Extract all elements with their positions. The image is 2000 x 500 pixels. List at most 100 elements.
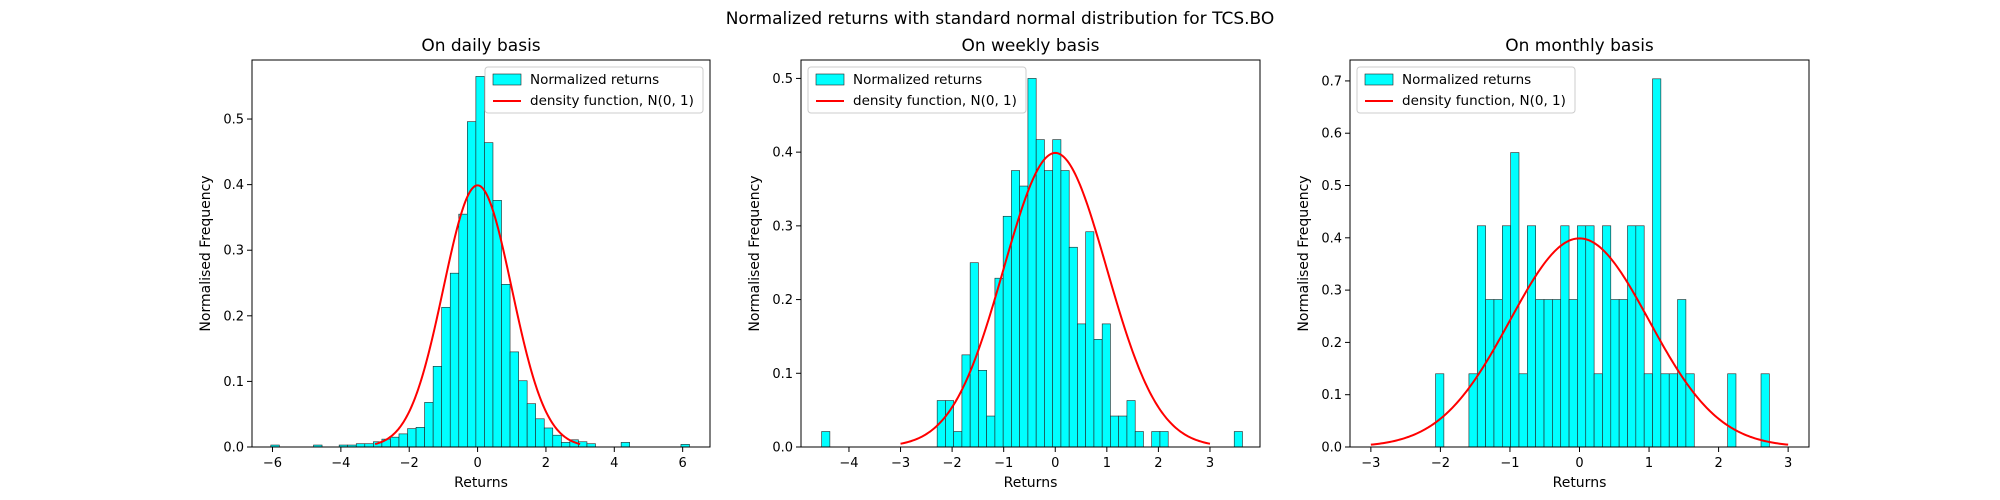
- histogram-bar: [526, 403, 536, 448]
- histogram-bar: [1643, 373, 1653, 448]
- legend: Normalized returns density function, N(0,…: [1356, 66, 1576, 114]
- histogram-bar: [407, 428, 417, 448]
- y-tick-label: 0.2: [1321, 336, 1342, 351]
- y-axis-label: Normalised Frequency: [747, 175, 763, 331]
- histogram-bar: [518, 380, 528, 448]
- histogram-bar: [1035, 139, 1045, 448]
- y-tick-label: 0.5: [223, 113, 244, 128]
- histogram-bar: [1635, 225, 1645, 448]
- legend-swatch-histogram: [815, 73, 845, 86]
- histogram-bar: [1652, 78, 1662, 448]
- histogram-bar: [1668, 373, 1678, 448]
- histogram-bar: [1552, 299, 1562, 448]
- histogram-bar: [543, 427, 554, 448]
- y-tick-label: 0.1: [772, 367, 793, 382]
- y-tick-label: 0.3: [223, 244, 244, 259]
- histogram-bar: [1485, 299, 1495, 448]
- histogram-bar: [1159, 431, 1169, 448]
- histogram-bar: [1435, 373, 1445, 448]
- histogram-bar: [501, 284, 511, 448]
- histogram-bar: [1585, 225, 1595, 448]
- chart-panel-weekly: −4 −3 −2 −1 0 1 2 3 0.0 0.1 0.2 0.3 0.4 0.5 On weekly …: [747, 36, 1261, 491]
- histogram-bar: [432, 366, 442, 448]
- histogram-bar: [449, 272, 460, 448]
- axes-frame: [800, 59, 1261, 448]
- x-tick-label: −3: [891, 456, 910, 471]
- histogram-bar: [1535, 299, 1545, 448]
- histogram-bar: [1233, 431, 1243, 448]
- legend-label-density: density function, N(0, 1): [530, 93, 694, 109]
- legend-label-histogram: Normalized returns: [530, 72, 659, 88]
- histogram-bar: [1527, 225, 1536, 448]
- histogram-bar: [1060, 170, 1070, 448]
- x-axis-label: Returns: [1004, 475, 1058, 491]
- x-tick-label: 0: [473, 456, 481, 471]
- chart-title: On weekly basis: [961, 36, 1099, 56]
- legend-label-density: density function, N(0, 1): [853, 93, 1017, 109]
- histogram-bar: [1052, 139, 1062, 448]
- histogram-bar: [1510, 152, 1520, 448]
- histogram-bar: [1044, 170, 1053, 448]
- y-tick-label: 0.4: [223, 178, 244, 193]
- legend-label-density: density function, N(0, 1): [1402, 93, 1566, 109]
- legend: Normalized returns density function, N(0,…: [484, 66, 704, 114]
- histogram-bar: [1134, 431, 1144, 448]
- histogram-bar: [467, 121, 477, 448]
- density-curve: [374, 184, 581, 446]
- histogram-bar: [1568, 299, 1578, 448]
- histogram-bar: [1660, 373, 1670, 448]
- chart-panel-monthly: −3 −2 −1 0 1 2 3 0.0 0.1 0.2 0.3 0.4 0.5 0.6 0.7 On mon…: [1296, 36, 1810, 491]
- y-tick-label: 0.2: [223, 309, 244, 324]
- histogram-bar: [1543, 299, 1553, 448]
- histogram-bar: [475, 76, 485, 448]
- y-tick-label: 0.7: [1321, 74, 1342, 89]
- x-tick-label: 1: [1645, 456, 1653, 471]
- x-axis-label: Returns: [454, 475, 508, 491]
- histogram-bar: [1068, 246, 1078, 448]
- histogram-bar: [1151, 431, 1161, 448]
- x-tick-label: −3: [1361, 456, 1380, 471]
- x-tick-label: 0: [1051, 456, 1059, 471]
- histogram-bar: [1577, 225, 1587, 448]
- histogram-bar: [1602, 225, 1612, 448]
- histogram-bar: [1101, 323, 1111, 448]
- histogram-bar: [1502, 225, 1511, 448]
- density-curve: [900, 151, 1211, 445]
- y-tick-label: 0.3: [772, 219, 793, 234]
- histogram-bar: [1019, 185, 1029, 448]
- histogram-bar: [398, 433, 408, 448]
- histogram-bar: [1077, 323, 1086, 448]
- histogram-bar: [561, 442, 571, 448]
- histogram-bar: [424, 402, 434, 448]
- histogram-bar: [1110, 415, 1119, 448]
- legend-box: [484, 66, 704, 114]
- x-tick-label: −4: [331, 456, 350, 471]
- y-tick-label: 0.3: [1321, 284, 1342, 299]
- histogram-bar: [458, 213, 468, 448]
- x-tick-label: 1: [1103, 456, 1111, 471]
- y-tick-label: 0.0: [772, 441, 793, 456]
- y-axis-label: Normalised Frequency: [1296, 175, 1312, 331]
- x-tick-label: 6: [679, 456, 687, 471]
- y-tick-label: 0.4: [1321, 231, 1342, 246]
- histogram-bar: [1093, 339, 1103, 448]
- histogram-bar: [1002, 215, 1012, 448]
- x-tick-label: −1: [1500, 456, 1519, 471]
- chart-title: On daily basis: [421, 36, 540, 56]
- x-tick-label: 2: [1714, 456, 1722, 471]
- histogram-bar: [1618, 299, 1628, 448]
- y-axis-label: Normalised Frequency: [198, 175, 214, 331]
- y-tick-label: 0.5: [1321, 179, 1342, 194]
- histogram-bar: [415, 427, 425, 448]
- chart-title: On monthly basis: [1505, 36, 1654, 56]
- legend-box: [1356, 66, 1576, 114]
- histogram-bar: [535, 418, 545, 448]
- histogram-bar: [961, 354, 971, 448]
- histogram-bar: [484, 142, 494, 448]
- y-tick-label: 0.0: [1321, 441, 1342, 456]
- axes-frame: [251, 59, 711, 448]
- histogram-bar: [390, 436, 400, 448]
- x-tick-label: 3: [1206, 456, 1214, 471]
- x-tick-label: −4: [839, 456, 858, 471]
